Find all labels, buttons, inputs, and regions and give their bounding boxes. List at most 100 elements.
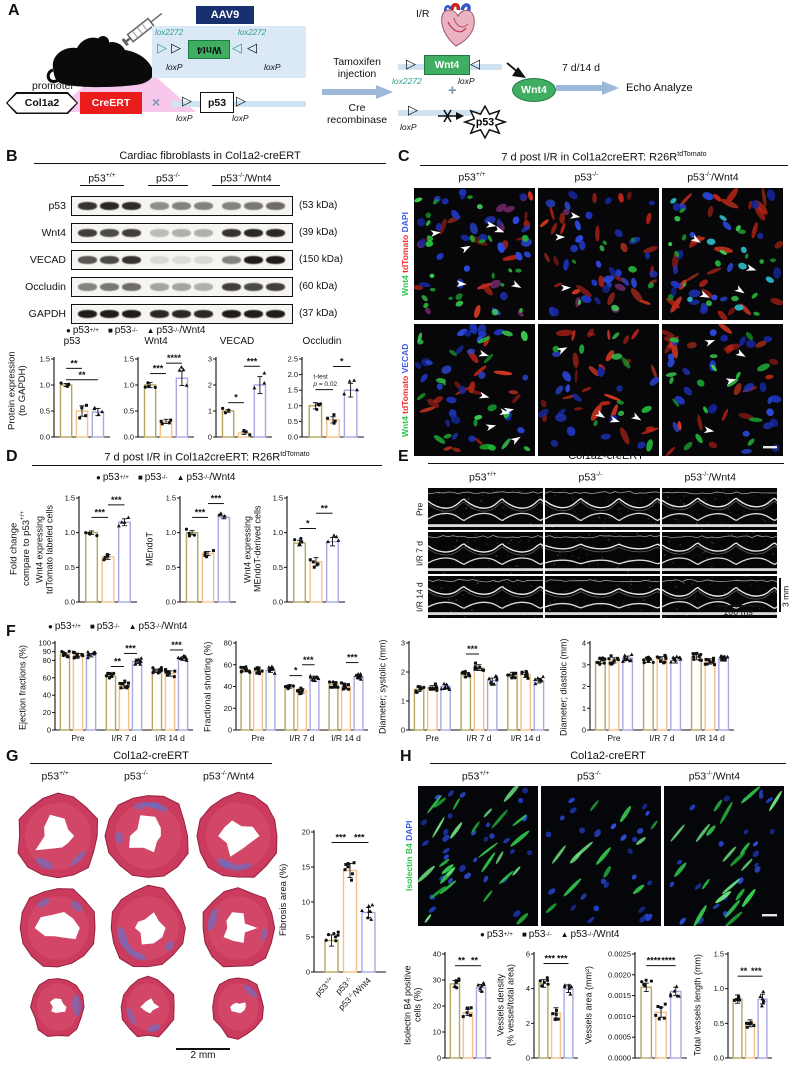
data-point: [347, 379, 352, 383]
tick-label: 1.5: [124, 355, 134, 364]
bar: [656, 658, 668, 731]
group-header: p53-/-/Wnt4: [687, 171, 739, 184]
data-point: [178, 656, 183, 661]
data-point: [356, 672, 361, 676]
significance-label: ***: [153, 364, 164, 374]
data-point: [184, 383, 189, 387]
significance-label: ***: [95, 507, 106, 517]
data-point: [167, 671, 171, 675]
legend-item: ▲ p53 -/-/Wnt4: [176, 472, 236, 483]
tick-label: 1: [208, 407, 212, 416]
tick-label: 4: [526, 984, 530, 993]
blot-band: [194, 201, 213, 210]
bar: [164, 672, 176, 731]
panel-e: E Col1a2-creERT p53+/+ p53-/- p53-/-/Wnt4 …: [398, 448, 792, 620]
bar: [669, 990, 682, 1059]
data-point: [164, 668, 168, 672]
legend-item: ▲ p53 -/-/Wnt4: [146, 325, 206, 336]
data-point: [663, 1002, 667, 1006]
data-point: [72, 651, 76, 655]
data-point: [334, 534, 339, 539]
data-point: [668, 992, 673, 996]
aav9-label: AAV9: [196, 6, 254, 24]
data-point: [258, 671, 262, 675]
category-label: I/R 7 d: [289, 733, 314, 743]
significance-label: *: [340, 356, 344, 366]
tick-label: 2: [582, 682, 586, 691]
data-point: [159, 666, 164, 670]
data-point: [59, 381, 63, 385]
micrograph-row: [417, 783, 784, 931]
data-point: [703, 662, 707, 666]
data-point: [510, 676, 514, 680]
blot-band: [78, 255, 97, 264]
bar: [217, 516, 231, 603]
data-point: [655, 655, 659, 659]
depth-scale-bar: [779, 578, 781, 612]
significance-label: ***: [171, 640, 182, 650]
legend-item: ● p53 +/+: [96, 472, 129, 483]
echo-image: [661, 488, 778, 535]
molecular-weight-label: (53 kDa): [299, 200, 338, 211]
data-point: [334, 939, 338, 943]
data-point: [622, 655, 627, 659]
data-point: [533, 681, 538, 686]
data-point: [315, 675, 320, 679]
tick-label: 2: [526, 1019, 530, 1028]
wnt4-gene-box: Wnt4: [188, 40, 230, 59]
category-label: I/R 7 d: [466, 733, 491, 743]
bar: [177, 657, 189, 731]
data-point: [622, 657, 627, 662]
chart-svg: 0 1 2 3 Pre I/R 7 d I/R 14 d ***: [401, 639, 549, 743]
arrowhead-icon: [703, 426, 715, 434]
tick-label: 0: [437, 1054, 441, 1063]
micrograph-row: [414, 322, 783, 461]
data-point: [629, 652, 634, 656]
significance-label: **: [71, 358, 79, 368]
data-point: [316, 402, 320, 406]
data-point: [433, 682, 437, 686]
echo-row: [427, 575, 778, 623]
chart-svg: 0 2 4 6 *** ***: [526, 950, 578, 1063]
blot-band: [194, 309, 213, 318]
data-point: [333, 419, 337, 423]
heart-section: [14, 974, 102, 1045]
data-point: [347, 687, 351, 691]
y-axis-label: Fold change compare to p53+/+: [8, 511, 33, 587]
data-point: [133, 662, 138, 666]
data-point: [255, 666, 259, 670]
bar: [462, 1011, 474, 1059]
blot-band: [78, 309, 97, 318]
significance-label: ***: [195, 507, 206, 517]
bar: [718, 657, 730, 731]
group-headers: p53+/+ p53-/- p53-/-/Wnt4: [68, 172, 292, 186]
tick-label: 2.5: [288, 355, 298, 364]
blot-band: [266, 255, 285, 264]
tick-label: 1.0: [288, 401, 298, 410]
blot-band: [122, 228, 141, 237]
data-point: [87, 531, 91, 535]
data-point: [435, 686, 439, 690]
data-point: [75, 654, 79, 658]
blot-band: [266, 309, 285, 318]
tick-label: 30: [433, 976, 441, 985]
data-point: [110, 674, 114, 678]
data-point: [119, 686, 123, 690]
legend-marker-icon: ■: [107, 326, 113, 335]
blot-band: [122, 255, 141, 264]
y-axis-label: Protein expression (to GAPDH): [6, 351, 28, 431]
plus-symbol: +: [448, 82, 457, 99]
data-point: [454, 979, 458, 983]
blot-band: [150, 282, 169, 291]
bar: [486, 680, 498, 731]
heart-section: [14, 790, 102, 887]
bar: [151, 670, 163, 731]
legend: ● p53 +/+ ■ p53 -/- ▲ p53 -/-/Wnt4: [48, 621, 187, 632]
data-point: [217, 512, 221, 517]
legend: ● p53 +/+ ■ p53 -/- ▲ p53 -/-/Wnt4: [66, 325, 205, 336]
bar: [85, 654, 97, 731]
category-label: I/R 14 d: [331, 733, 361, 743]
data-point: [176, 655, 181, 660]
data-point: [339, 681, 343, 685]
heart-section-row: [14, 974, 282, 1045]
